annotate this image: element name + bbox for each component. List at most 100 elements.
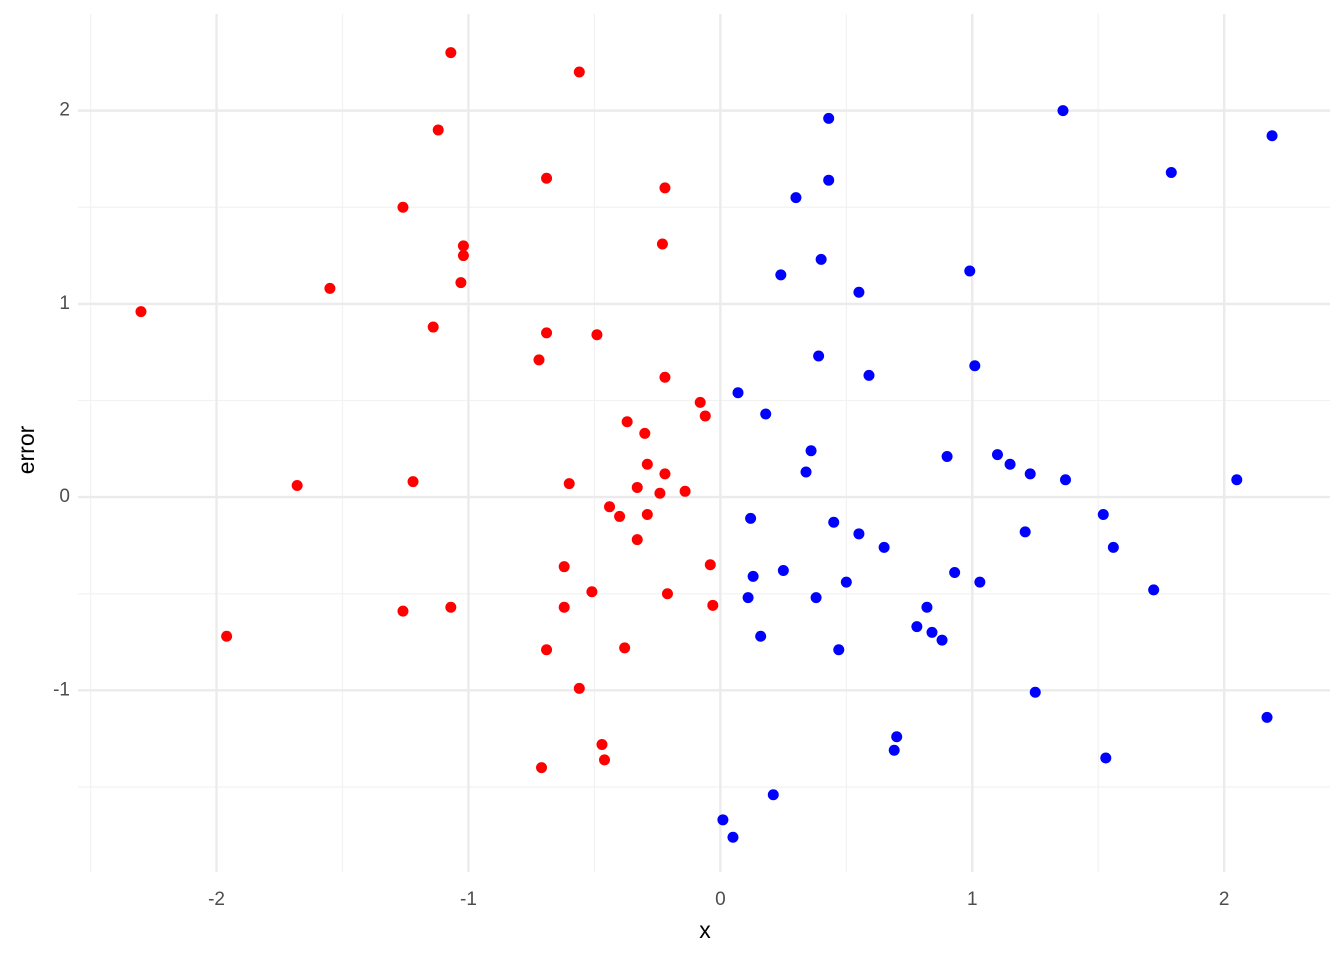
y-tick-label: 0 xyxy=(59,486,70,507)
point xyxy=(641,509,653,520)
point xyxy=(742,592,754,604)
point xyxy=(1057,105,1069,117)
point xyxy=(631,534,643,546)
point xyxy=(135,306,147,318)
point xyxy=(891,731,903,743)
point xyxy=(833,644,845,656)
point xyxy=(823,112,835,124)
point xyxy=(813,350,825,362)
point xyxy=(221,630,233,642)
x-tick-label: 1 xyxy=(967,889,978,910)
point xyxy=(598,754,610,766)
point xyxy=(828,516,840,528)
point xyxy=(747,570,759,582)
points xyxy=(135,47,1278,843)
point xyxy=(775,269,787,281)
point xyxy=(1059,474,1071,486)
point xyxy=(541,327,553,339)
point xyxy=(926,626,938,638)
point xyxy=(815,253,827,265)
point xyxy=(888,744,900,756)
point xyxy=(1266,130,1278,142)
point xyxy=(800,466,812,478)
point xyxy=(1100,752,1112,764)
point xyxy=(704,559,716,571)
point xyxy=(823,174,835,186)
point xyxy=(397,201,409,213)
point xyxy=(840,576,852,588)
point xyxy=(558,601,570,613)
point xyxy=(941,451,953,463)
point xyxy=(755,630,767,642)
point xyxy=(853,528,865,540)
point xyxy=(586,586,598,598)
point xyxy=(596,738,608,750)
point xyxy=(455,277,467,289)
point xyxy=(911,621,923,633)
point xyxy=(619,642,631,654)
point xyxy=(732,387,744,399)
point xyxy=(573,682,585,694)
point xyxy=(641,458,653,470)
point xyxy=(445,47,457,59)
point xyxy=(727,831,739,843)
point xyxy=(1004,458,1016,470)
x-axis-title: x xyxy=(699,917,711,943)
point xyxy=(541,172,553,184)
point xyxy=(654,487,666,499)
point xyxy=(432,124,444,136)
x-tick-label: 0 xyxy=(715,889,726,910)
point xyxy=(659,371,671,383)
point xyxy=(1019,526,1031,538)
point xyxy=(805,445,817,457)
point xyxy=(563,478,575,490)
point xyxy=(745,512,757,524)
point xyxy=(969,360,981,372)
point xyxy=(536,762,548,774)
point xyxy=(810,592,822,604)
point xyxy=(614,510,626,522)
point xyxy=(1165,166,1177,178)
point xyxy=(1261,711,1273,723)
point xyxy=(949,566,961,578)
y-tick-label: -1 xyxy=(53,679,70,700)
point xyxy=(457,240,469,252)
x-tick-label: 2 xyxy=(1219,889,1230,910)
point xyxy=(863,369,875,381)
point xyxy=(694,396,706,408)
point xyxy=(291,480,303,492)
point xyxy=(853,286,865,298)
point xyxy=(1107,541,1119,553)
point xyxy=(717,814,729,826)
x-tick-label: -2 xyxy=(208,889,225,910)
point xyxy=(974,576,986,588)
point xyxy=(790,192,802,204)
grid xyxy=(78,14,1330,872)
point xyxy=(397,605,409,617)
point xyxy=(639,427,651,439)
x-tick-label: -1 xyxy=(460,889,477,910)
point xyxy=(533,354,545,366)
point xyxy=(324,282,336,294)
point xyxy=(760,408,772,420)
point xyxy=(1231,474,1243,486)
point xyxy=(936,634,948,646)
y-tick-label: 1 xyxy=(59,293,70,314)
point xyxy=(541,644,553,656)
point xyxy=(591,329,603,341)
point xyxy=(457,250,469,262)
point xyxy=(659,468,671,480)
point xyxy=(699,410,711,422)
point xyxy=(621,416,633,428)
point xyxy=(656,238,668,250)
y-axis-title: error xyxy=(13,425,39,474)
point xyxy=(1024,468,1036,480)
point xyxy=(659,182,671,194)
point xyxy=(661,588,673,600)
point xyxy=(1148,584,1160,596)
point xyxy=(777,565,789,577)
point xyxy=(964,265,976,277)
point xyxy=(707,599,719,611)
point xyxy=(679,485,691,497)
